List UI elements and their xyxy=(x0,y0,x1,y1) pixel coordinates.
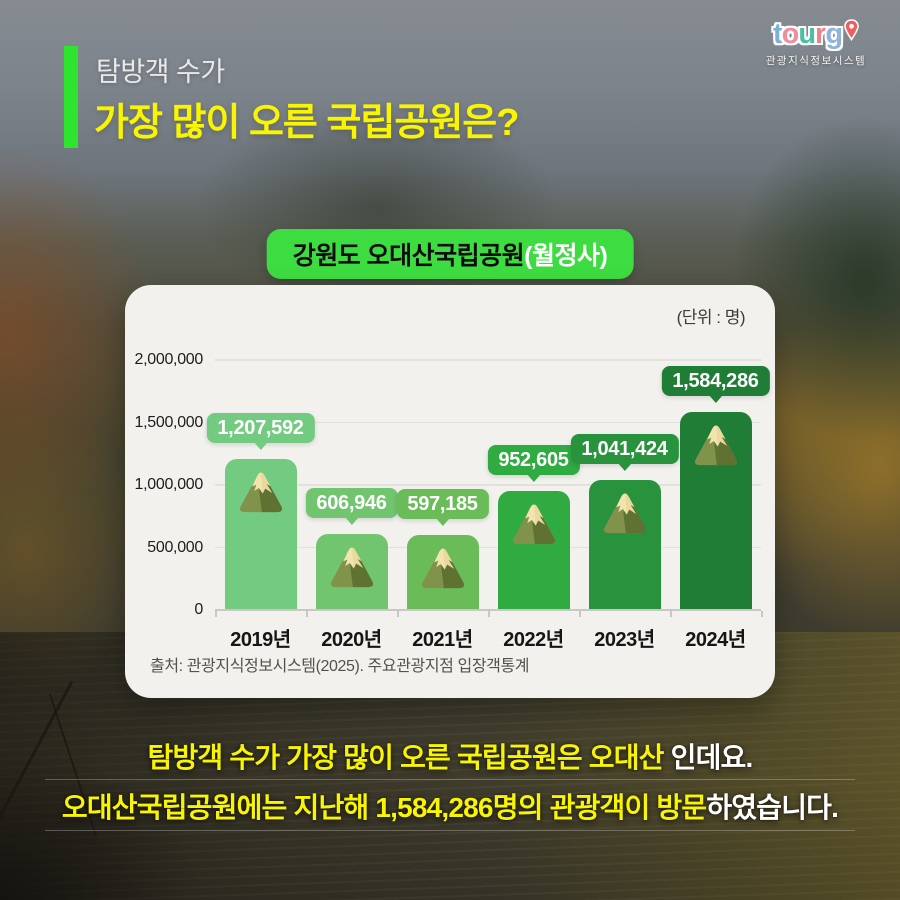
page-title: 가장 많이 오른 국립공원은? xyxy=(94,102,519,144)
caption-highlight: 탐방객 수가 가장 많이 오른 국립공원은 오대산 xyxy=(147,742,665,773)
callout-pointer xyxy=(435,518,450,526)
value-label: 597,185 xyxy=(396,489,489,519)
bar-slot: 1,584,286 2024년 xyxy=(661,360,770,651)
bar-2023년 xyxy=(588,480,661,610)
value-label: 1,207,592 xyxy=(206,413,315,443)
x-tick-label: 2020년 xyxy=(321,629,382,651)
value-callout: 1,041,424 xyxy=(570,434,679,471)
bar-slot: 597,185 2021년 xyxy=(396,360,489,651)
y-tick-label: 1,500,000 xyxy=(134,413,204,431)
bar-2021년 xyxy=(406,535,479,610)
x-tick-label: 2023년 xyxy=(594,629,655,651)
logo-letter: g xyxy=(825,18,843,50)
value-callout: 606,946 xyxy=(305,488,398,525)
gridline xyxy=(215,421,761,423)
caption-normal: 하였습니다. xyxy=(706,792,839,823)
bar-2024년 xyxy=(679,412,752,610)
value-callout: 1,584,286 xyxy=(661,366,770,403)
y-tick-label: 2,000,000 xyxy=(134,351,204,368)
x-axis-line xyxy=(215,609,761,611)
bar-2022년 xyxy=(497,491,570,610)
chart-card: (단위 : 명) 0 500,000 1,000,000 1,500,000 2,000… xyxy=(125,285,775,698)
plot-area: 1,207,592 2019년 606,946 2020년 597,185 2021년… xyxy=(206,359,770,651)
callout-pointer xyxy=(253,442,268,450)
gridline xyxy=(215,484,761,486)
caption-normal: 인데요. xyxy=(663,742,754,773)
x-axis-tick xyxy=(306,611,308,617)
mountain-icon xyxy=(694,425,737,466)
park-badge-name: 강원도 오대산국립공원 xyxy=(292,242,525,270)
unit-label: (단위 : 명) xyxy=(676,308,746,327)
callout-pointer xyxy=(526,474,541,482)
y-tick-label: 0 xyxy=(194,601,203,618)
caption-highlight: 오대산국립공원에는 지난해 1,584,286명의 관광객이 방문 xyxy=(61,792,707,823)
value-callout: 952,605 xyxy=(487,445,580,482)
x-axis-tick xyxy=(215,611,217,617)
logo-pin-icon xyxy=(844,18,859,41)
park-badge: 강원도 오대산국립공원 (월정사) xyxy=(266,229,634,279)
value-label: 952,605 xyxy=(487,445,580,475)
page-eyebrow: 탐방객 수가 xyxy=(96,57,225,87)
logo-letter: t xyxy=(772,18,783,50)
bar-slot: 1,207,592 2019년 xyxy=(206,360,315,651)
caption-divider xyxy=(45,779,855,780)
park-badge-site: (월정사) xyxy=(524,242,608,270)
value-callout: 1,207,592 xyxy=(206,413,315,450)
logo-letter: r xyxy=(815,18,826,50)
bar-slot: 1,041,424 2023년 xyxy=(570,360,679,651)
y-tick-label: 1,000,000 xyxy=(134,476,204,493)
bar-2019년 xyxy=(224,459,297,610)
callout-pointer xyxy=(344,517,359,525)
mountain-icon xyxy=(330,547,373,588)
x-tick-label: 2019년 xyxy=(230,629,291,651)
logo-letter: u xyxy=(798,18,816,50)
value-label: 1,041,424 xyxy=(570,434,679,464)
value-callout: 597,185 xyxy=(396,489,489,526)
x-axis-tick xyxy=(579,611,581,617)
bar-2020년 xyxy=(315,534,388,610)
mountain-icon xyxy=(421,548,464,589)
logo-letter: o xyxy=(781,18,800,50)
callout-pointer xyxy=(708,395,723,403)
callout-pointer xyxy=(617,463,632,471)
bar-slot: 952,605 2022년 xyxy=(487,360,580,651)
caption-line-1: 탐방객 수가 가장 많이 오른 국립공원은 오대산 인데요. xyxy=(0,736,900,776)
y-axis: 0 500,000 1,000,000 1,500,000 2,000,000 xyxy=(125,351,204,618)
x-tick-label: 2021년 xyxy=(412,629,473,651)
mountain-icon xyxy=(239,472,282,513)
header-accent-bar xyxy=(64,46,78,148)
x-axis-tick xyxy=(488,611,490,617)
bar-slot: 606,946 2020년 xyxy=(305,360,398,651)
value-label: 606,946 xyxy=(305,488,398,518)
y-tick-label: 500,000 xyxy=(147,538,203,556)
mountain-icon xyxy=(603,493,646,534)
caption-divider xyxy=(45,830,855,831)
logo-subtext: 관광지식정보시스템 xyxy=(765,55,867,67)
value-label: 1,584,286 xyxy=(661,366,770,396)
x-tick-label: 2022년 xyxy=(503,629,564,651)
mountain-icon xyxy=(512,504,555,545)
gridline xyxy=(215,546,761,548)
caption-line-2: 오대산국립공원에는 지난해 1,584,286명의 관광객이 방문하였습니다. xyxy=(0,786,900,826)
x-axis-tick xyxy=(670,611,672,617)
x-axis-tick xyxy=(761,611,763,617)
x-tick-label: 2024년 xyxy=(685,629,746,651)
gridline xyxy=(215,359,761,361)
source-note: 출처: 관광지식정보시스템(2025). 주요관광지점 입장객통계 xyxy=(150,658,530,675)
x-axis-tick xyxy=(397,611,399,617)
